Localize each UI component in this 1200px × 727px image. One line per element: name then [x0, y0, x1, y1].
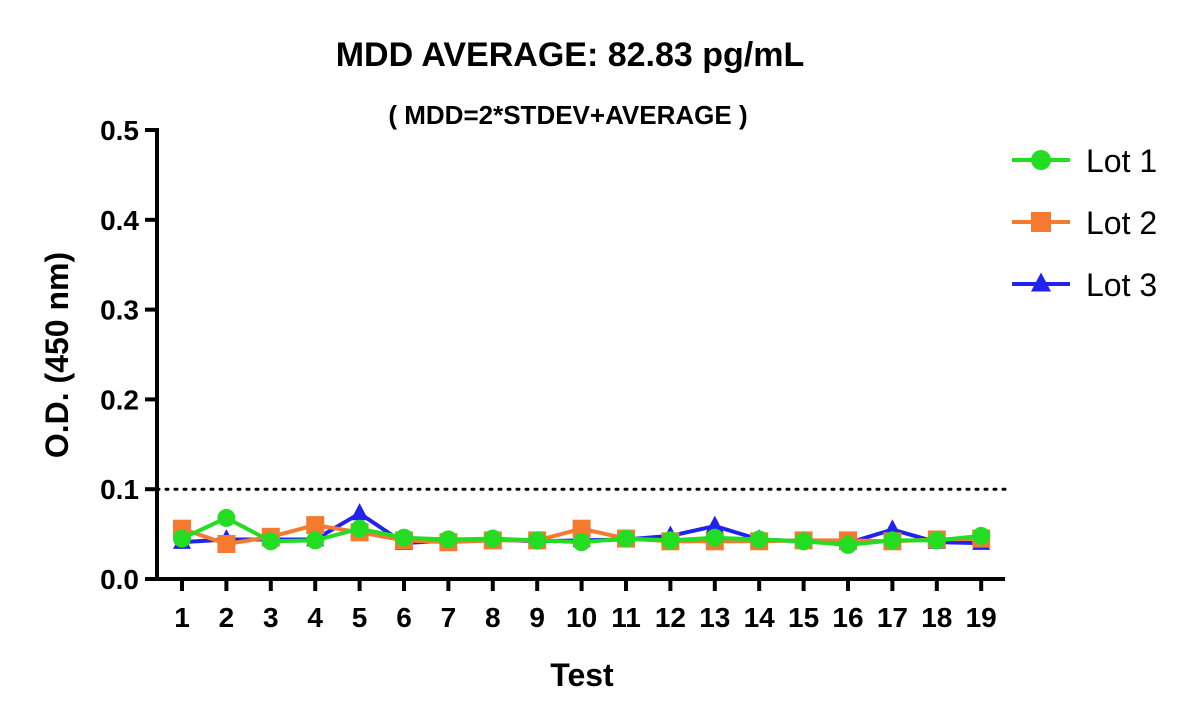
legend-marker-lot-1	[1031, 150, 1051, 170]
x-tick-label: 15	[788, 602, 819, 633]
data-point-lot-1	[350, 519, 369, 538]
legend: Lot 1 Lot 2 Lot 3	[1012, 143, 1157, 303]
data-point-lot-1	[661, 531, 680, 550]
chart-title: MDD AVERAGE: 82.83 pg/mL	[336, 36, 805, 74]
y-tick-label: 0.0	[100, 564, 139, 595]
y-tick-label: 0.5	[100, 115, 139, 146]
x-tick-label: 5	[352, 602, 368, 633]
data-point-lot-1	[173, 529, 191, 548]
y-axis-title: O.D. (450 nm)	[39, 252, 75, 458]
data-point-lot-2	[306, 516, 325, 535]
y-tick-label: 0.4	[100, 205, 139, 236]
legend-label-lot-3: Lot 3	[1086, 267, 1157, 303]
x-tick-label: 4	[307, 602, 323, 633]
data-point-lot-1	[483, 529, 502, 548]
plot-area: 0.00.10.20.30.40.51 2 3 4 5 6 7 8 9 10 11 12 13 14 15 1…	[100, 115, 1007, 633]
x-tick-label: 19	[966, 602, 997, 633]
data-point-lot-1	[261, 532, 280, 551]
data-point-lot-3	[705, 515, 724, 533]
data-point-lot-1	[528, 531, 547, 550]
legend-marker-lot-3	[1031, 272, 1051, 292]
x-tick-label: 12	[655, 602, 686, 633]
data-point-lot-1	[617, 529, 635, 548]
y-tick-label: 0.1	[100, 474, 139, 505]
data-point-lot-1	[883, 531, 902, 550]
data-point-lot-1	[306, 531, 325, 550]
x-tick-label: 6	[396, 602, 412, 633]
legend-label-lot-2: Lot 2	[1086, 205, 1157, 241]
x-tick-label: 9	[529, 602, 545, 633]
legend-label-lot-1: Lot 1	[1086, 143, 1157, 179]
data-point-lot-1	[395, 528, 413, 547]
x-tick-label: 16	[832, 602, 863, 633]
x-tick-label: 7	[441, 602, 457, 633]
x-tick-label: 1	[174, 602, 190, 633]
x-tick-label: 3	[263, 602, 279, 633]
x-tick-label: 17	[877, 602, 908, 633]
y-tick-label: 0.2	[100, 384, 139, 415]
chart-subtitle: ( MDD=2*STDEV+AVERAGE )	[388, 100, 747, 130]
data-point-lot-1	[972, 526, 991, 545]
legend-marker-lot-2	[1031, 212, 1051, 232]
x-tick-label: 11	[611, 602, 641, 633]
data-point-lot-3	[350, 503, 369, 521]
x-axis-title: Test	[550, 657, 614, 693]
data-point-lot-1	[794, 532, 813, 551]
data-point-lot-2	[217, 534, 236, 553]
x-tick-label: 18	[921, 602, 952, 633]
data-point-lot-1	[217, 508, 236, 527]
x-tick-label: 8	[485, 602, 501, 633]
data-point-lot-1	[705, 528, 724, 547]
y-tick-label: 0.3	[100, 295, 139, 326]
x-tick-label: 14	[744, 602, 776, 633]
x-tick-label: 10	[566, 602, 597, 633]
data-point-lot-1	[927, 531, 946, 550]
data-point-lot-2	[572, 519, 591, 538]
x-tick-label: 13	[699, 602, 730, 633]
data-point-lot-1	[439, 530, 458, 549]
data-point-lot-1	[750, 530, 769, 549]
data-point-lot-1	[572, 533, 591, 552]
data-point-lot-3	[883, 519, 902, 537]
x-tick-label: 2	[219, 602, 235, 633]
data-point-lot-1	[839, 535, 857, 554]
